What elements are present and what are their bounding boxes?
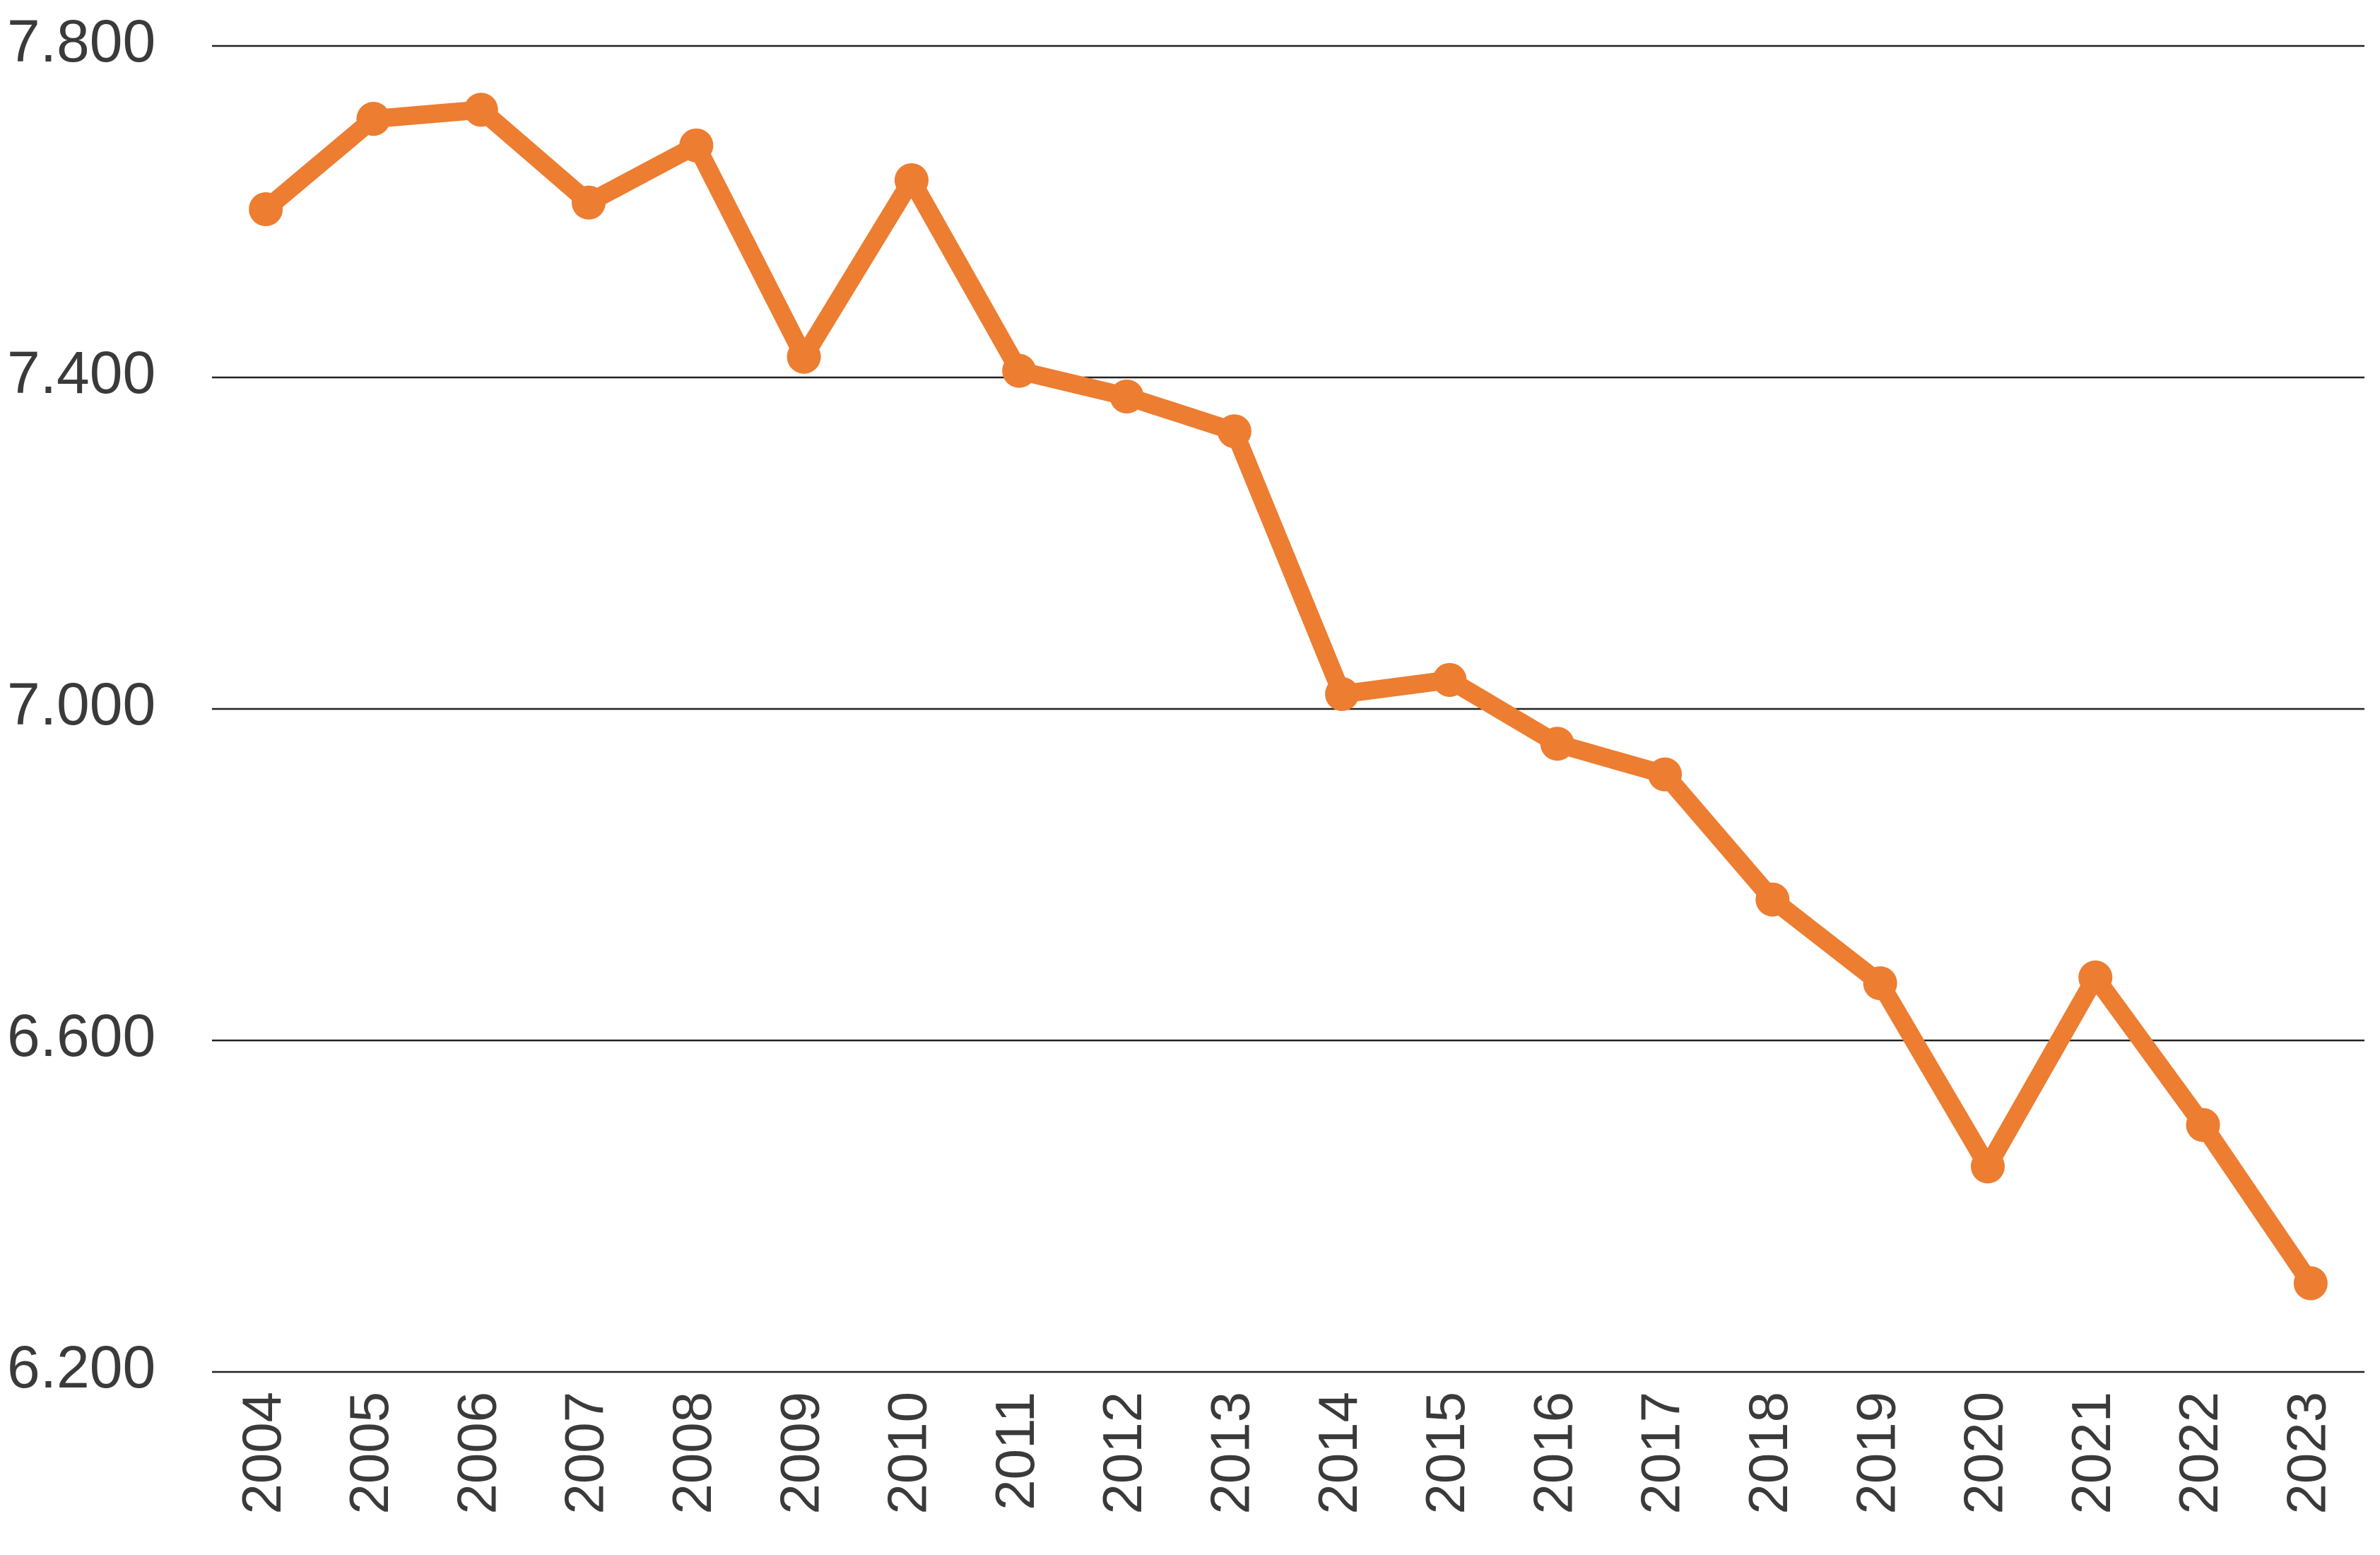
data-point (249, 192, 283, 226)
data-point (1755, 882, 1790, 917)
y-tick-label: 6.600 (7, 1002, 155, 1069)
data-point (2078, 960, 2113, 994)
data-point (464, 93, 498, 127)
data-point (894, 163, 929, 197)
data-point (787, 339, 821, 374)
data-point (1217, 414, 1251, 449)
data-point (1648, 757, 1683, 792)
x-tick-label: 2023 (2275, 1392, 2337, 1515)
x-tick-label: 2014 (1307, 1392, 1369, 1515)
y-tick-label: 7.800 (7, 8, 155, 74)
x-tick-label: 2011 (984, 1392, 1046, 1510)
y-tick-label: 7.000 (7, 671, 155, 737)
data-point (572, 185, 606, 220)
data-point (2293, 1266, 2328, 1301)
x-tick-label: 2005 (338, 1392, 400, 1515)
x-tick-label: 2016 (1521, 1392, 1584, 1515)
x-tick-label: 2006 (445, 1392, 507, 1515)
x-tick-label: 2021 (2060, 1392, 2122, 1515)
x-tick-label: 2007 (553, 1392, 615, 1515)
x-tick-label: 2013 (1198, 1392, 1261, 1515)
x-tick-label: 2018 (1737, 1392, 1799, 1515)
data-line (257, 100, 2320, 1293)
x-tick-label: 2020 (1952, 1392, 2015, 1515)
x-tick-label: 2009 (768, 1392, 830, 1515)
data-point (1325, 676, 1360, 711)
x-tick-label: 2010 (876, 1392, 938, 1515)
x-tick-label: 2015 (1414, 1392, 1476, 1515)
x-tick-label: 2004 (230, 1392, 293, 1515)
y-tick-label: 6.200 (7, 1334, 155, 1400)
x-tick-label: 2012 (1091, 1392, 1153, 1515)
x-tick-label: 2008 (661, 1392, 723, 1515)
y-tick-label: 7.400 (7, 339, 155, 406)
x-tick-label: 2017 (1630, 1392, 1692, 1515)
data-point (1863, 966, 1897, 1001)
data-point (1002, 353, 1037, 388)
data-point (1540, 727, 1574, 761)
data-point (1432, 662, 1467, 697)
data-point (2186, 1108, 2220, 1142)
x-tick-label: 2022 (2167, 1392, 2229, 1515)
data-point (679, 128, 714, 163)
data-point (356, 102, 391, 136)
data-point (1109, 379, 1144, 413)
x-tick-label: 2019 (1844, 1392, 1907, 1515)
data-point (1970, 1149, 2005, 1184)
